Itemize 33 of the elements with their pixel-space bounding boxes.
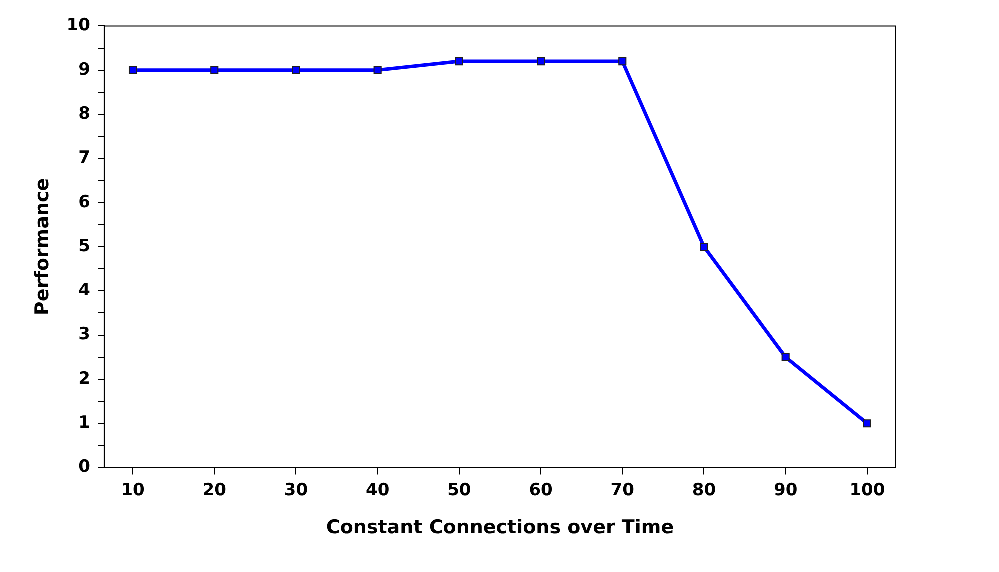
x-tick-label: 40 [366, 480, 390, 500]
point [700, 242, 708, 252]
x-tick-label: 100 [850, 480, 886, 500]
point [292, 66, 300, 74]
y-tick-label: 5 [78, 236, 90, 256]
x-tick-label: 90 [774, 480, 798, 500]
x-tick-label: 20 [202, 480, 227, 500]
x-tick-label: 10 [121, 480, 146, 500]
point [128, 66, 138, 74]
point [863, 420, 872, 428]
x-tick-label: 50 [448, 480, 472, 500]
y-tick-label: 2 [78, 368, 90, 389]
point [618, 57, 627, 66]
point [374, 66, 382, 74]
x-tick-label: 70 [610, 480, 635, 500]
y-tick-label: 9 [78, 60, 90, 80]
y-tick-label: 6 [78, 192, 90, 212]
point [782, 353, 790, 362]
x-tick-label: 60 [529, 480, 554, 500]
y-tick-label: 3 [78, 324, 90, 345]
point [536, 57, 546, 66]
y-tick-label: 8 [78, 104, 90, 124]
y-tick-label: 1 [78, 413, 90, 434]
y-tick-label: 0 [78, 457, 91, 478]
point [210, 66, 219, 74]
y-tick-label: 7 [78, 148, 90, 168]
y-tick-label: 4 [78, 280, 91, 301]
x-tick-label: 30 [284, 480, 308, 500]
y-tick-label: 10 [66, 16, 91, 36]
point [455, 57, 464, 66]
x-tick-label: 80 [692, 480, 716, 500]
y-axis-title: Performance [31, 178, 54, 316]
x-axis-title: Constant Connections over Time [326, 516, 674, 539]
